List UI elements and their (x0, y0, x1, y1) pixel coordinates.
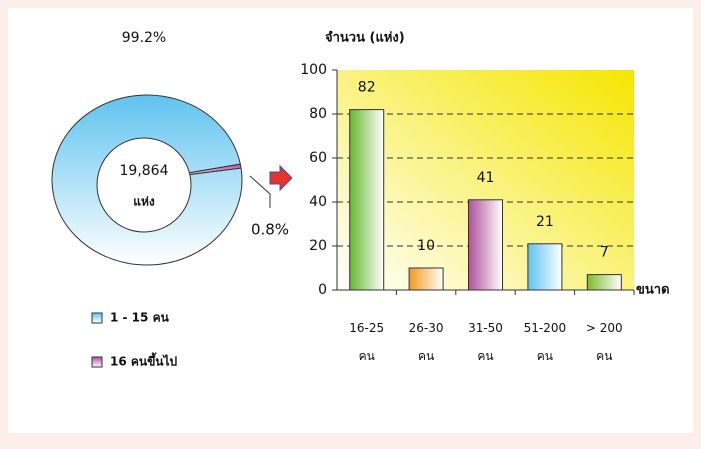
x-axis-label: ขนาด (636, 283, 670, 298)
page: 19,864 แห่ง 99.2% 0.8% 1 - 15 คน 16 คนขึ้นไป 0… (8, 8, 693, 433)
x-tick-label: > 200 คน (585, 321, 623, 363)
legend-swatch (91, 356, 103, 368)
bar (527, 243, 563, 291)
bar (468, 199, 503, 291)
x-tick-label: 51-200 คน (523, 321, 567, 363)
bar (408, 267, 444, 291)
y-tick-label: 20 (309, 238, 327, 254)
x-tick-label: 16-25 คน (349, 321, 385, 363)
chart: 19,864 แห่ง 99.2% 0.8% 1 - 15 คน 16 คนขึ้นไป 0… (51, 30, 670, 369)
center-subtext: แห่ง (133, 195, 155, 209)
y-tick-label: 0 (318, 282, 327, 298)
donut-hole (96, 137, 192, 233)
value-label: 7 (600, 245, 609, 261)
y-tick-label: 40 (309, 194, 327, 210)
value-label: 10 (417, 238, 435, 254)
bar (349, 109, 385, 291)
legend-label: 1 - 15 คน (110, 311, 170, 325)
y-axis-label: จำนวน (แห่ง) (325, 30, 405, 46)
y-tick-label: 60 (309, 150, 327, 166)
x-tick-label: 31-50 คน (468, 321, 503, 363)
arrow (269, 164, 293, 192)
value-label: 99.2% (122, 30, 166, 46)
center-text: 19,864 (120, 163, 169, 179)
y-tick-label: 80 (309, 106, 327, 122)
value-label: 82 (358, 80, 376, 96)
x-tick-label: 26-30 คน (408, 321, 444, 363)
bar (586, 274, 622, 291)
legend-swatch (91, 312, 103, 324)
value-label: 21 (536, 214, 554, 230)
value-label: 0.8% (251, 221, 289, 239)
y-tick-label: 100 (300, 62, 327, 78)
value-label: 41 (477, 170, 495, 186)
leader-line (249, 175, 271, 208)
legend-label: 16 คนขึ้นไป (110, 352, 178, 369)
